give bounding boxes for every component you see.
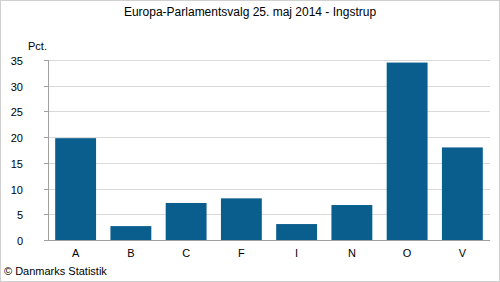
category-label: I <box>295 247 298 259</box>
bar <box>387 63 428 240</box>
tick-label: 0 <box>17 235 23 247</box>
tick <box>44 86 48 87</box>
tick <box>44 240 48 241</box>
tick <box>44 189 48 190</box>
source: © Danmarks Statistik <box>4 265 107 277</box>
title: Europa-Parlamentsvalg 25. maj 2014 - Ing… <box>124 5 376 19</box>
tick-label: 35 <box>11 55 23 67</box>
grid-line <box>48 60 490 61</box>
tick <box>44 60 48 61</box>
category-label: B <box>127 247 134 259</box>
category-label: N <box>348 247 356 259</box>
bar <box>276 224 317 240</box>
y-axis <box>48 60 49 240</box>
tick-label: 30 <box>11 81 23 93</box>
y-label: Pct. <box>28 40 47 52</box>
chart: Europa-Parlamentsvalg 25. maj 2014 - Ing… <box>0 0 500 282</box>
tick <box>44 137 48 138</box>
tick <box>44 214 48 215</box>
tick-label: 15 <box>11 158 23 170</box>
frame <box>1 1 500 282</box>
bars <box>55 63 483 240</box>
category-label: V <box>459 247 467 259</box>
x-axis <box>48 240 490 241</box>
tick <box>44 163 48 164</box>
grid-line <box>48 240 490 241</box>
bar <box>55 138 96 240</box>
bar <box>221 198 262 240</box>
category-label: C <box>182 247 190 259</box>
tick-label: 5 <box>17 209 23 221</box>
category-label: A <box>72 247 80 259</box>
tick <box>44 111 48 112</box>
tick-label: 10 <box>11 184 23 196</box>
tick-label: 20 <box>11 132 23 144</box>
tick-label: 25 <box>11 106 23 118</box>
bar <box>110 226 151 240</box>
bar <box>331 205 372 240</box>
category-label: O <box>403 247 412 259</box>
bar <box>442 147 483 240</box>
bar <box>166 203 207 240</box>
category-label: F <box>238 247 245 259</box>
